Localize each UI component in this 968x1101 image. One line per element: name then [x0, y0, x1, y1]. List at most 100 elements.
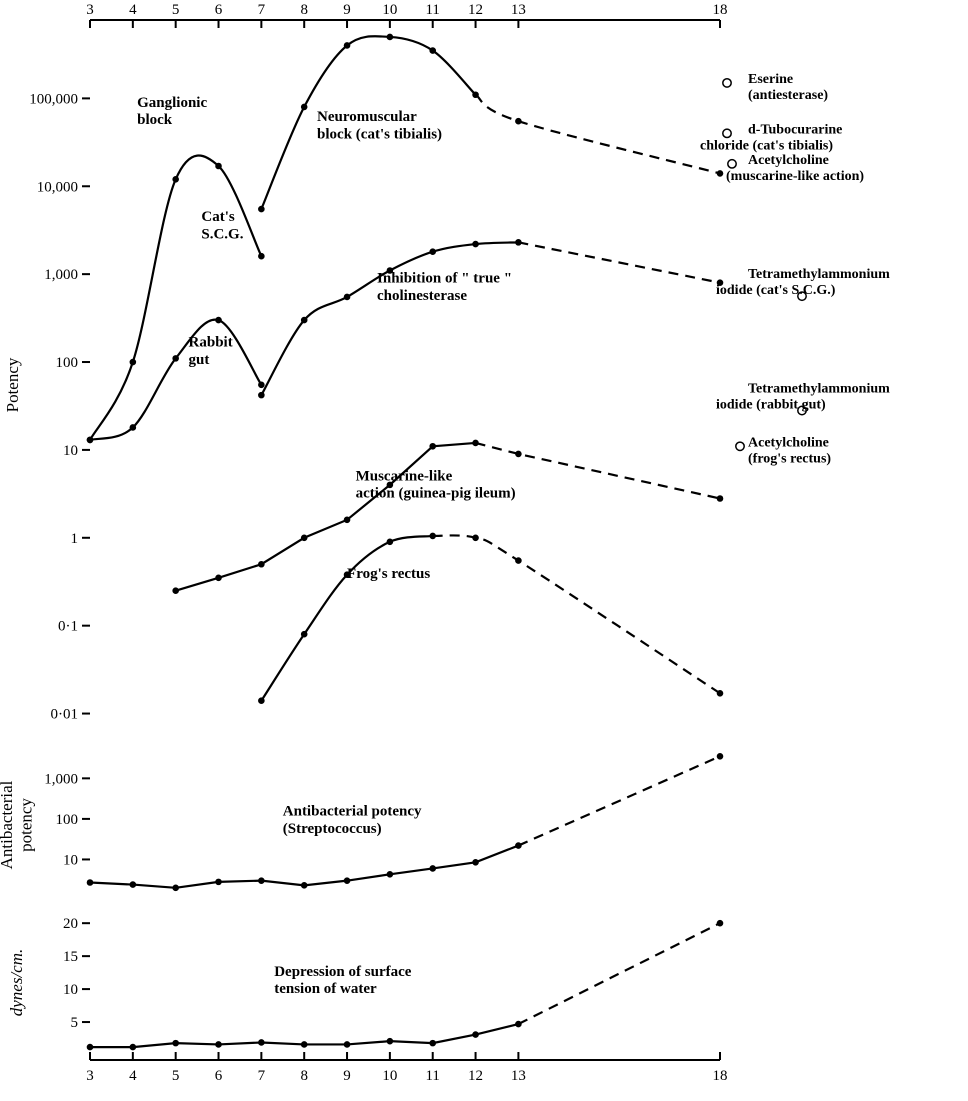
legend-text-1-0: d-Tubocurarine [748, 122, 842, 137]
series-surface-tension-pt [473, 1032, 479, 1038]
series-ganglionic-cat-scc-pt [130, 359, 136, 365]
series-neuromuscular-dashed [476, 95, 720, 174]
ylabel-potency: Potency [3, 357, 22, 412]
series-antibacterial-pt [387, 872, 393, 878]
svg-text:100,000: 100,000 [29, 91, 78, 107]
legend-text-3-1: iodide (cat's S.C.G.) [716, 283, 836, 298]
series-frog-rectus-pt [259, 698, 265, 704]
series-surface-tension-dashed [518, 923, 720, 1024]
legend-text-5-0: Acetylcholine [748, 435, 829, 450]
svg-text:15: 15 [63, 949, 78, 965]
series-muscarine-pt [301, 535, 307, 541]
series-cholinesterase-pt [344, 294, 350, 300]
series-surface-tension-pt [717, 920, 723, 926]
series-muscarine-pt [259, 561, 265, 567]
svg-text:10: 10 [63, 443, 78, 459]
svg-text:9: 9 [343, 1068, 351, 1084]
series-neuromuscular-pt [430, 48, 436, 54]
svg-text:8: 8 [300, 2, 308, 18]
series-ganglionic-cat-scc-pt [173, 177, 179, 183]
series-surface-tension-label: Depression of surfacetension of water [274, 964, 412, 997]
svg-text:5: 5 [172, 2, 180, 18]
series-antibacterial-pt [717, 753, 723, 759]
series-muscarine-label: Muscarine-likeaction (guinea-pig ileum) [356, 468, 516, 501]
series-surface-tension-pt [173, 1040, 179, 1046]
label-ganglionic-block: Ganglionicblock [137, 95, 207, 128]
series-frog-rectus-dashed [433, 535, 720, 693]
legend-text-2-0: Acetylcholine [748, 153, 829, 168]
series-ganglionic-rabbit-gut-pt [87, 437, 93, 443]
series-cholinesterase-pt [473, 241, 479, 247]
series-antibacterial-pt [130, 882, 136, 888]
series-antibacterial-pt [473, 860, 479, 866]
svg-text:11: 11 [425, 2, 439, 18]
svg-text:6: 6 [215, 1068, 223, 1084]
legend-text-4-1: iodide (rabbit gut) [716, 398, 826, 413]
svg-text:8: 8 [300, 1068, 308, 1084]
svg-text:5: 5 [172, 1068, 180, 1084]
legend-text-3-0: Tetramethylammonium [748, 267, 890, 282]
series-muscarine-pt [473, 440, 479, 446]
svg-text:3: 3 [86, 1068, 94, 1084]
series-neuromuscular-pt [344, 43, 350, 49]
ylabel-antibacterial: Antibacterialpotency [0, 780, 36, 869]
series-frog-rectus-pt [430, 533, 436, 539]
series-ganglionic-cat-scc-label: Cat'sS.C.G. [201, 209, 243, 242]
svg-text:9: 9 [343, 2, 351, 18]
legend-text-0-1: (antiesterase) [748, 88, 828, 103]
series-ganglionic-rabbit-gut-pt [173, 356, 179, 362]
svg-text:4: 4 [129, 1068, 137, 1084]
series-frog-rectus-pt [301, 631, 307, 637]
series-muscarine-solid [176, 443, 476, 591]
series-surface-tension-pt [259, 1040, 265, 1046]
series-neuromuscular-pt [259, 206, 265, 212]
svg-text:13: 13 [511, 2, 526, 18]
svg-text:12: 12 [468, 1068, 483, 1084]
series-antibacterial-pt [430, 866, 436, 872]
svg-text:100: 100 [56, 812, 79, 828]
series-surface-tension-pt [387, 1038, 393, 1044]
series-neuromuscular-pt [516, 118, 522, 124]
series-surface-tension-pt [344, 1042, 350, 1048]
series-muscarine-pt [516, 451, 522, 457]
series-frog-rectus-pt [473, 535, 479, 541]
series-frog-rectus-solid [261, 536, 432, 701]
series-ganglionic-rabbit-gut-label: Rabbitgut [189, 335, 233, 368]
series-cholinesterase-solid [261, 242, 518, 395]
legend-text-1-1: chloride (cat's tibialis) [700, 138, 833, 153]
svg-text:10: 10 [382, 2, 397, 18]
series-surface-tension-pt [216, 1042, 222, 1048]
svg-text:11: 11 [425, 1068, 439, 1084]
svg-text:10: 10 [63, 852, 78, 868]
legend-marker-2 [728, 160, 736, 168]
svg-text:18: 18 [713, 2, 728, 18]
svg-text:13: 13 [511, 1068, 526, 1084]
series-antibacterial-solid [90, 846, 518, 888]
svg-text:10: 10 [382, 1068, 397, 1084]
series-surface-tension-pt [130, 1044, 136, 1050]
svg-text:0·1: 0·1 [58, 619, 78, 635]
series-neuromuscular-pt [473, 92, 479, 98]
series-antibacterial-pt [216, 879, 222, 885]
series-surface-tension-pt [430, 1040, 436, 1046]
svg-text:5: 5 [71, 1015, 79, 1031]
series-antibacterial-label: Antibacterial potency(Streptococcus) [283, 804, 422, 837]
series-ganglionic-rabbit-gut-solid [90, 320, 261, 440]
series-antibacterial-pt [301, 883, 307, 889]
series-ganglionic-cat-scc-pt [259, 253, 265, 259]
svg-text:10,000: 10,000 [37, 179, 78, 195]
series-surface-tension-pt [301, 1042, 307, 1048]
svg-text:10: 10 [63, 982, 78, 998]
svg-text:100: 100 [56, 355, 79, 371]
legend-text-2-1: (muscarine-like action) [726, 169, 864, 184]
svg-text:7: 7 [258, 2, 266, 18]
series-frog-rectus-label: Frog's rectus [347, 566, 430, 582]
series-ganglionic-cat-scc-pt [216, 163, 222, 169]
chart-container: 3344556677889910101111121213131818100,00… [0, 0, 968, 1101]
series-antibacterial-pt [344, 878, 350, 884]
series-antibacterial-dashed [518, 756, 720, 845]
series-frog-rectus-pt [387, 539, 393, 545]
svg-text:20: 20 [63, 916, 78, 932]
series-cholinesterase-label: Inhibition of " true "cholinesterase [377, 271, 512, 304]
svg-text:1,000: 1,000 [44, 267, 78, 283]
